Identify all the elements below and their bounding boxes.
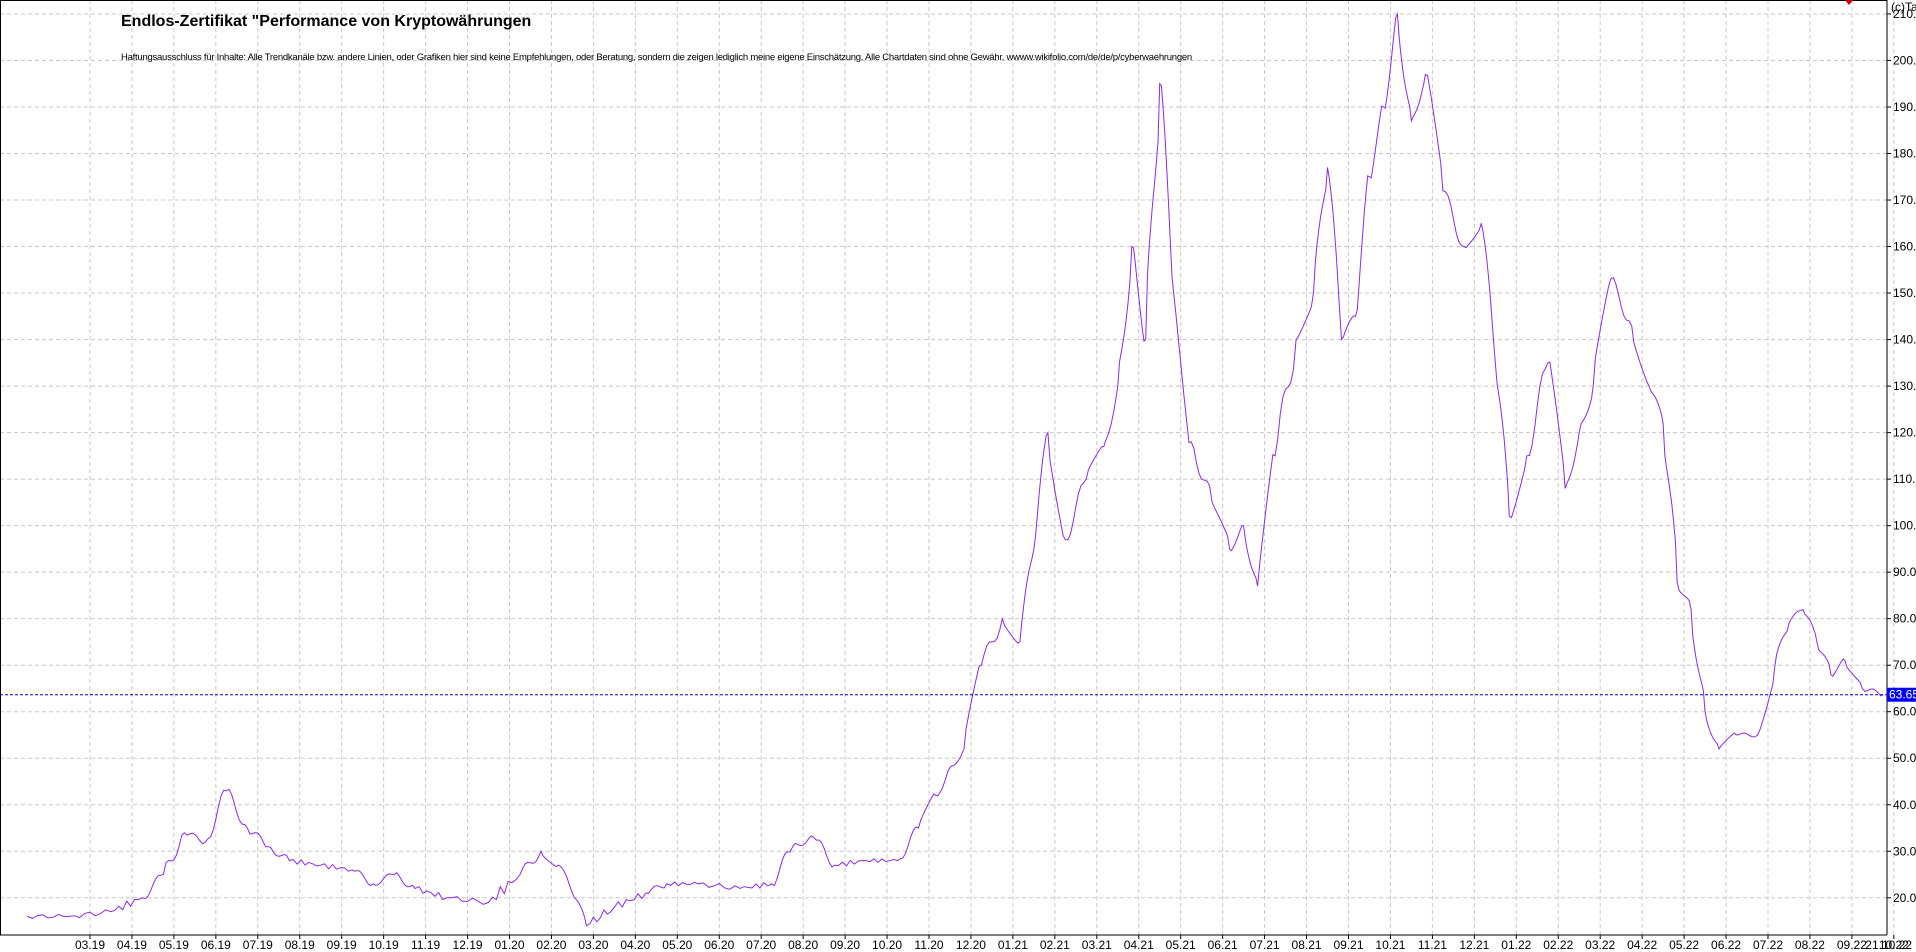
y-tick-label: 190.00 (1893, 100, 1916, 114)
x-tick-label: 08.20 (788, 938, 818, 952)
y-tick-label: 140.00 (1893, 333, 1916, 347)
x-tick-label: 02.21 (1040, 938, 1070, 952)
x-tick-label: 02.20 (536, 938, 566, 952)
chart-disclaimer: Haftungsausschluss für Inhalte: Alle Tre… (121, 52, 1192, 63)
y-tick-label: 40.00 (1893, 798, 1916, 812)
y-tick-label: 50.00 (1893, 751, 1916, 765)
x-tick-label: 11.19 (411, 938, 440, 952)
x-tick-label: 07.21 (1250, 938, 1280, 952)
y-tick-label: 100.00 (1893, 519, 1916, 533)
y-tick-label: 70.00 (1893, 658, 1916, 672)
x-tick-label: 04.20 (620, 938, 650, 952)
x-tick-label: 09.20 (830, 938, 860, 952)
y-tick-label: 60.00 (1893, 705, 1916, 719)
x-tick-label: 07.22 (1753, 938, 1783, 952)
x-tick-label: 05.21 (1166, 938, 1196, 952)
y-tick-label: 120.00 (1893, 426, 1916, 440)
y-tick-label: 170.00 (1893, 193, 1916, 207)
y-tick-label: 90.00 (1893, 565, 1916, 579)
x-tick-label: 10.19 (369, 938, 399, 952)
y-tick-label: 110.00 (1893, 472, 1916, 486)
x-tick-label: 03.21 (1082, 938, 1112, 952)
x-tick-label: 12.21 (1459, 938, 1489, 952)
x-tick-label: 05.20 (662, 938, 692, 952)
x-tick-label: 01.21 (998, 938, 1028, 952)
y-tick-label: 30.00 (1893, 844, 1916, 858)
x-tick-label: 07.19 (243, 938, 273, 952)
x-tick-label: 06.22 (1711, 938, 1741, 952)
x-tick-label: 12.20 (956, 938, 986, 952)
last-value-badge (1887, 687, 1916, 702)
x-tick-label: 01.22 (1501, 938, 1531, 952)
y-tick-label: 180.00 (1893, 147, 1916, 161)
x-tick-label: 06.19 (201, 938, 231, 952)
y-tick-label: 210.00 (1893, 7, 1916, 21)
grid-lines (0, 0, 1895, 935)
y-tick-label: 80.00 (1893, 612, 1916, 626)
x-tick-label: 10.21 (1375, 938, 1405, 952)
series-line (26, 12, 1884, 927)
x-tick-label: 09.19 (327, 938, 357, 952)
x-tick-label: 04.19 (117, 938, 147, 952)
x-tick-label: 02.22 (1543, 938, 1573, 952)
x-tick-label: 03.19 (75, 938, 105, 952)
x-tick-label: 08.22 (1795, 938, 1825, 952)
x-tick-label: 04.21 (1124, 938, 1154, 952)
y-tick-label: 160.00 (1893, 240, 1916, 254)
copyright-label: (c)Tai-Pan (1891, 0, 1916, 14)
y-tick-label: 130.00 (1893, 379, 1916, 393)
x-end-label: 21.10.22 (1865, 938, 1912, 952)
x-tick-label: 09.21 (1333, 938, 1363, 952)
x-tick-label: 11.20 (914, 938, 943, 952)
x-tick-label: 08.21 (1292, 938, 1322, 952)
x-tick-label: 10.20 (872, 938, 902, 952)
x-tick-label: 03.20 (578, 938, 608, 952)
corner-marker-icon (1845, 0, 1853, 5)
last-value-label: 63.65 (1889, 688, 1916, 702)
x-tick-label: 11.21 (1418, 938, 1447, 952)
y-tick-label: 150.00 (1893, 286, 1916, 300)
y-tick-labels: 20.00 30.00 40.00 50.00 60.00 70.00 80.00 90.00… (1887, 7, 1916, 905)
y-tick-label: 20.00 (1893, 891, 1916, 905)
x-tick-label: 05.19 (159, 938, 189, 952)
x-tick-label: 03.22 (1585, 938, 1615, 952)
x-tick-label: 08.19 (285, 938, 315, 952)
x-tick-label: 09.22 (1837, 938, 1867, 952)
x-tick-label: 06.21 (1208, 938, 1238, 952)
x-tick-label: 01.20 (494, 938, 524, 952)
x-tick-label: 05.22 (1669, 938, 1699, 952)
y-tick-label: 200.00 (1893, 53, 1916, 67)
x-tick-label: 07.20 (746, 938, 776, 952)
x-tick-label: 06.20 (704, 938, 734, 952)
x-tick-label: 04.22 (1627, 938, 1657, 952)
x-tick-labels: 03.19 04.19 05.19 06.19 07.19 08.19 09.19 10.19… (75, 935, 1909, 952)
x-tick-label: 10.22 (1879, 938, 1909, 952)
chart-title: Endlos-Zertifikat "Performance von Krypt… (121, 13, 532, 30)
x-tick-label: 12.19 (453, 938, 483, 952)
